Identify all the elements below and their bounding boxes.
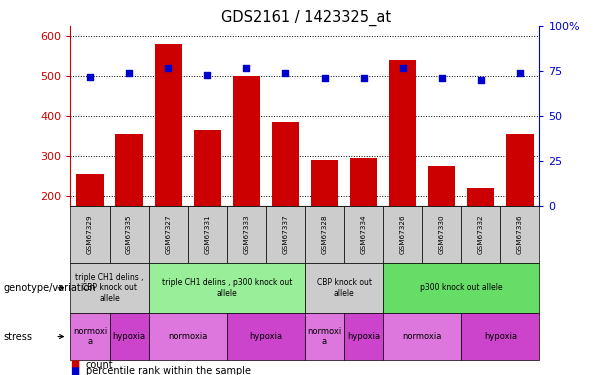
- Point: [515, 70, 525, 76]
- Point: [398, 64, 408, 70]
- Text: hypoxia: hypoxia: [249, 332, 283, 341]
- Point: [359, 75, 368, 81]
- Point: [319, 75, 329, 81]
- Text: GSM67328: GSM67328: [321, 214, 327, 254]
- Bar: [233, 76, 260, 206]
- Text: GSM67326: GSM67326: [400, 214, 406, 254]
- Bar: [154, 44, 182, 206]
- Text: hypoxia: hypoxia: [113, 332, 146, 341]
- Text: GSM67337: GSM67337: [283, 214, 289, 254]
- Bar: [467, 188, 495, 206]
- Text: GSM67336: GSM67336: [517, 214, 523, 254]
- Text: normoxia: normoxia: [403, 332, 442, 341]
- Text: normoxi
a: normoxi a: [73, 327, 107, 346]
- Text: hypoxia: hypoxia: [484, 332, 517, 341]
- Bar: [350, 158, 377, 206]
- Text: GSM67335: GSM67335: [126, 214, 132, 254]
- Point: [124, 70, 134, 76]
- Bar: [272, 122, 299, 206]
- Text: ■: ■: [70, 360, 80, 369]
- Bar: [77, 174, 104, 206]
- Text: GSM67333: GSM67333: [243, 214, 249, 254]
- Point: [281, 70, 291, 76]
- Text: normoxi
a: normoxi a: [307, 327, 341, 346]
- Text: normoxia: normoxia: [168, 332, 207, 341]
- Text: GSM67329: GSM67329: [87, 214, 93, 254]
- Bar: [506, 134, 533, 206]
- Text: percentile rank within the sample: percentile rank within the sample: [86, 366, 251, 375]
- Text: GSM67327: GSM67327: [165, 214, 171, 254]
- Text: GDS2161 / 1423325_at: GDS2161 / 1423325_at: [221, 9, 392, 26]
- Point: [437, 75, 447, 81]
- Point: [163, 64, 173, 70]
- Text: hypoxia: hypoxia: [347, 332, 380, 341]
- Point: [242, 64, 251, 70]
- Text: stress: stress: [3, 332, 32, 342]
- Text: p300 knock out allele: p300 knock out allele: [420, 284, 503, 292]
- Point: [476, 77, 485, 83]
- Text: CBP knock out
allele: CBP knock out allele: [316, 278, 371, 297]
- Text: GSM67334: GSM67334: [360, 214, 367, 254]
- Text: GSM67330: GSM67330: [439, 214, 445, 254]
- Text: GSM67332: GSM67332: [478, 214, 484, 254]
- Bar: [389, 60, 416, 206]
- Text: ■: ■: [70, 366, 80, 375]
- Text: triple CH1 delins , p300 knock out
allele: triple CH1 delins , p300 knock out allel…: [162, 278, 292, 297]
- Text: genotype/variation: genotype/variation: [3, 283, 96, 293]
- Text: triple CH1 delins ,
CBP knock out
allele: triple CH1 delins , CBP knock out allele: [75, 273, 144, 303]
- Point: [85, 74, 95, 80]
- Bar: [115, 134, 143, 206]
- Bar: [428, 166, 455, 206]
- Text: count: count: [86, 360, 113, 369]
- Bar: [311, 160, 338, 206]
- Bar: [194, 130, 221, 206]
- Text: GSM67331: GSM67331: [204, 214, 210, 254]
- Point: [202, 72, 212, 78]
